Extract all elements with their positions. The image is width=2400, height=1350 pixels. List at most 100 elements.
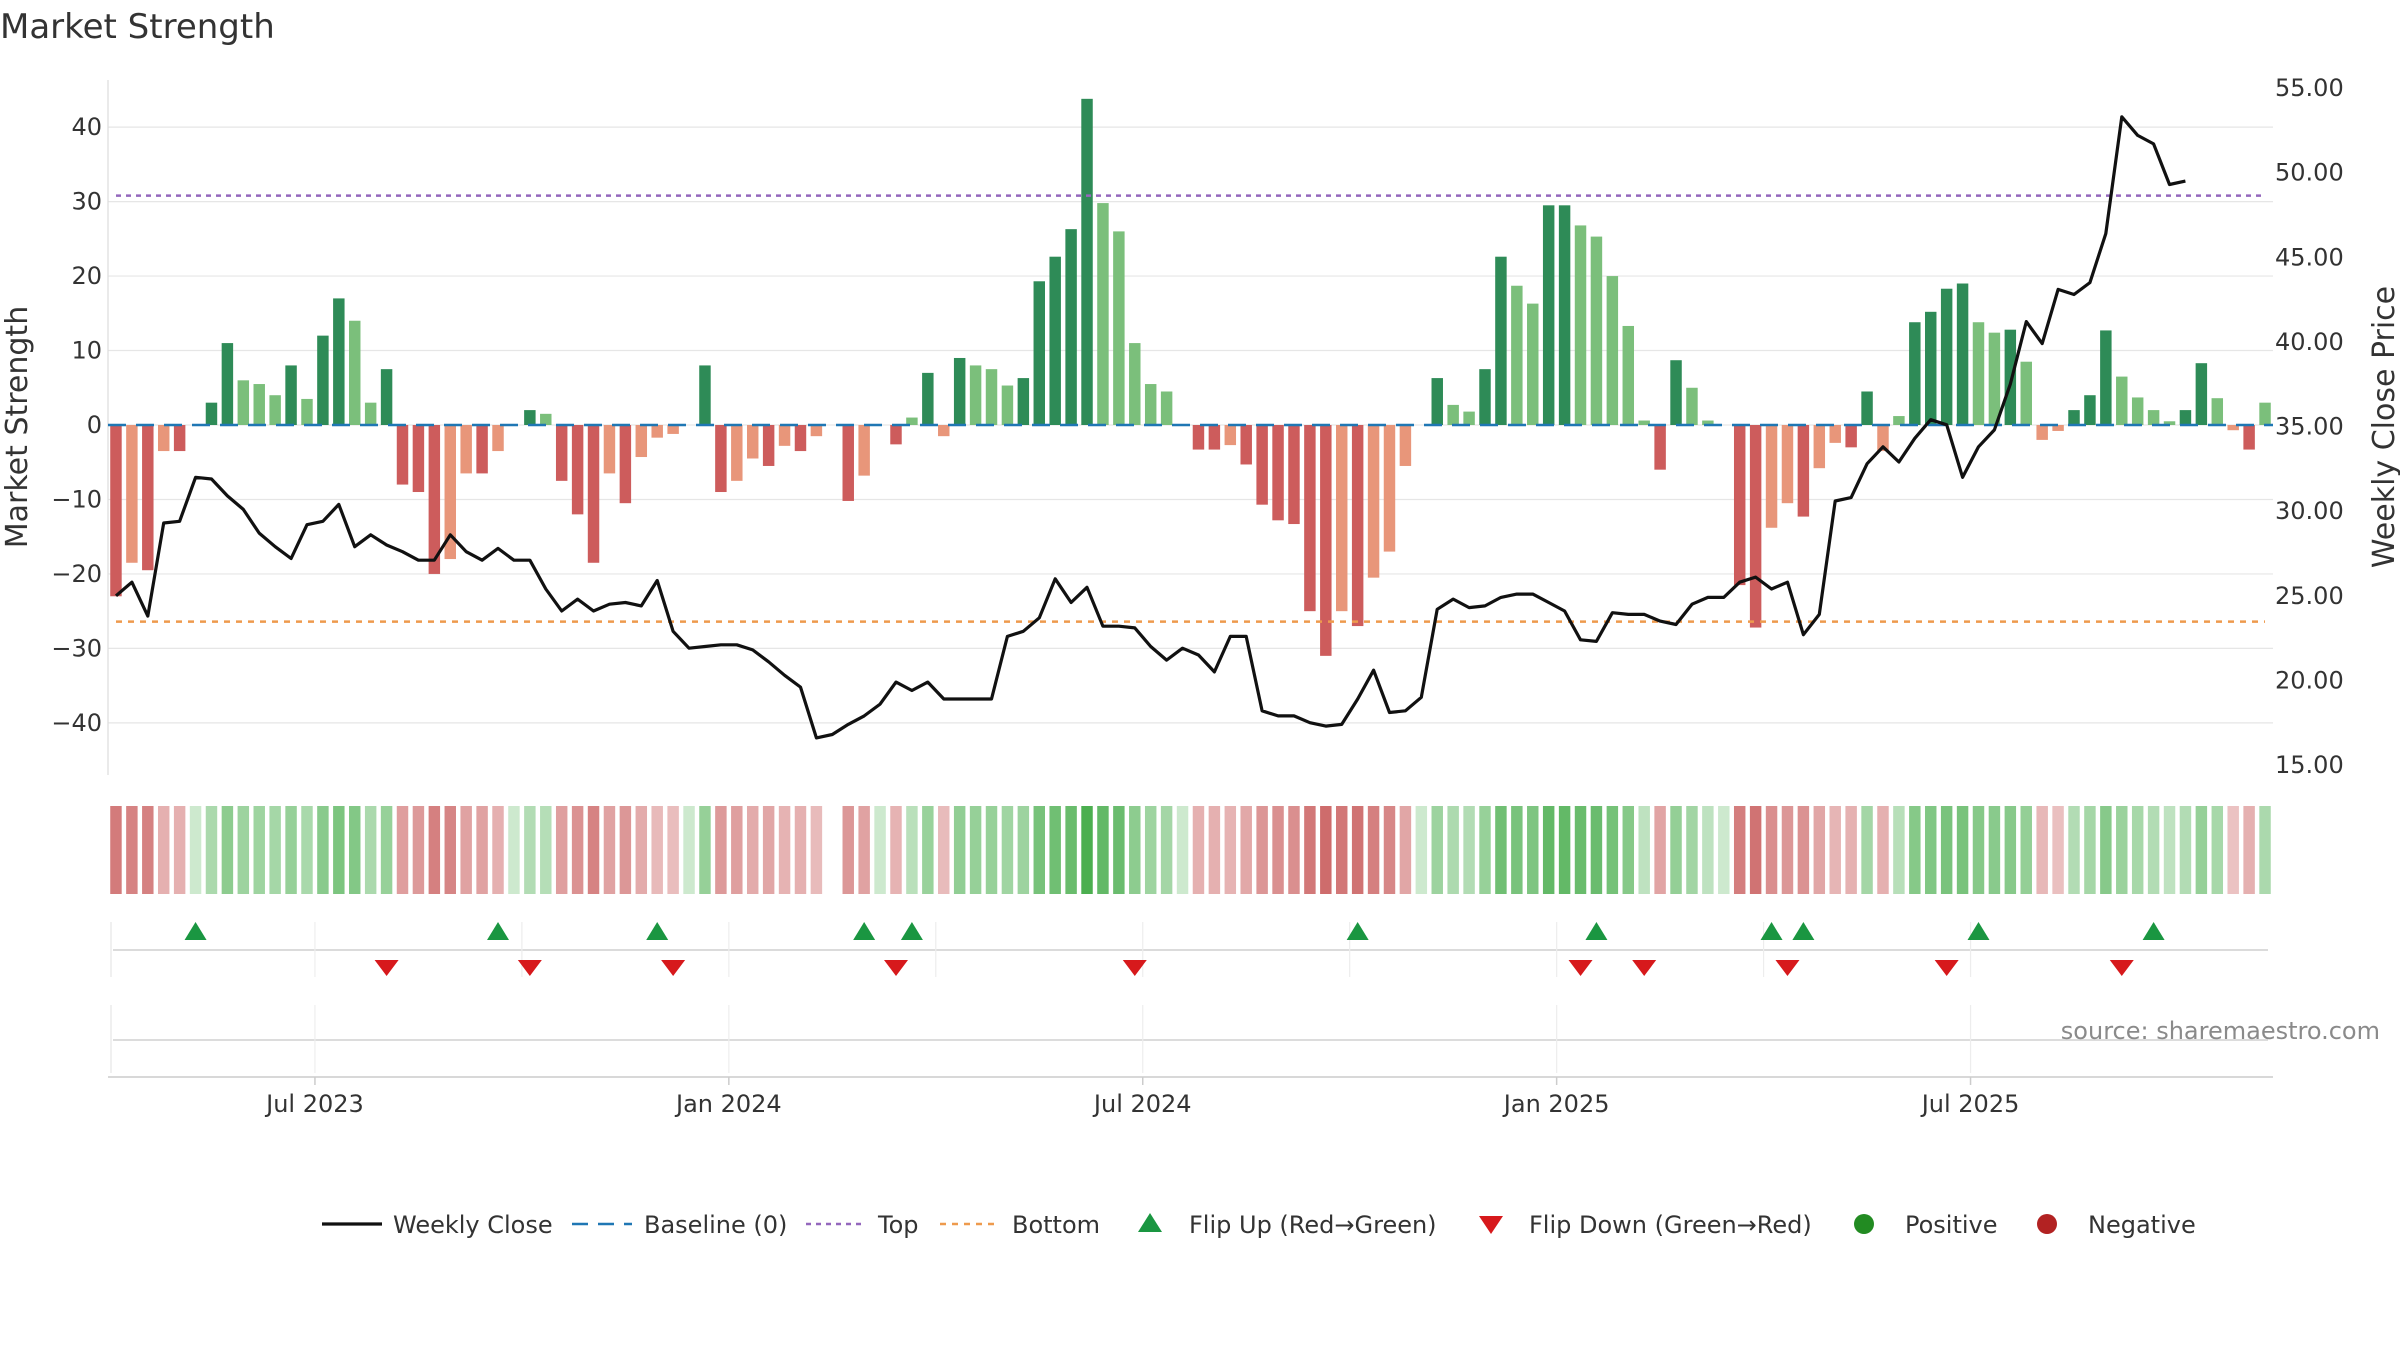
y-left-tick-label: −20: [51, 560, 102, 588]
heat-cell: [1893, 806, 1905, 894]
strength-bar: [1781, 425, 1794, 504]
heat-cell: [1909, 806, 1921, 894]
heat-cell: [1527, 806, 1539, 894]
heat-cell: [2179, 806, 2192, 894]
heat-cell: [1001, 806, 1014, 894]
heat-cell: [794, 806, 807, 894]
strength-bar: [1813, 425, 1826, 469]
strength-bar: [540, 413, 552, 425]
heat-cell: [1224, 806, 1237, 894]
heat-cell: [1049, 806, 1061, 894]
heat-cell: [1208, 806, 1221, 894]
strength-bar: [269, 395, 281, 425]
heat-cell: [1558, 806, 1571, 894]
heat-strip: [110, 806, 2271, 894]
flip-down-marker: [1122, 960, 1147, 976]
strength-bar: [715, 425, 727, 493]
strength-bar: [1622, 325, 1635, 425]
heat-cell: [1813, 806, 1826, 894]
strength-bar: [1829, 425, 1841, 443]
strength-bar: [396, 425, 409, 485]
strength-bar: [2259, 402, 2271, 425]
y-axis-ticks: 40 30 20 10 0 −10 −20 −30 −40 55.00 50.00 45.00 40.0…: [51, 74, 2343, 779]
legend-item-top: Top: [806, 1211, 919, 1239]
strength-bar: [1511, 285, 1523, 425]
strength-bar: [2052, 425, 2064, 431]
heat-cell: [1829, 806, 1841, 894]
y-right-tick-label: 50.00: [2275, 159, 2344, 187]
strength-bar: [2179, 410, 2192, 425]
heat-cell: [285, 806, 297, 894]
heat-cell: [2068, 806, 2080, 894]
heat-cell: [1176, 806, 1189, 894]
strength-bar: [1765, 425, 1778, 528]
heat-cell: [301, 806, 313, 894]
legend-swatch: [2037, 1214, 2057, 1234]
strength-bar: [587, 425, 600, 563]
strength-bar: [110, 425, 122, 597]
legend-item-weekly-close: Weekly Close: [322, 1211, 553, 1239]
heat-cell: [715, 806, 727, 894]
strength-bar: [2211, 398, 2224, 425]
heat-cell: [1733, 806, 1746, 894]
flip-up-marker: [1792, 922, 1815, 940]
heat-cell: [603, 806, 616, 894]
flip-panel: [110, 922, 2268, 977]
flip-down-marker: [374, 960, 399, 976]
strength-bar: [1304, 425, 1316, 612]
heat-cell: [1399, 806, 1412, 894]
heat-cell: [2195, 806, 2208, 894]
heat-cell: [1972, 806, 1985, 894]
heat-cell: [2243, 806, 2255, 894]
heat-cell: [953, 806, 966, 894]
y-left-axis-title: Market Strength: [0, 306, 35, 548]
strength-bar: [253, 384, 265, 425]
strength-bar: [2131, 397, 2144, 425]
strength-bar: [1940, 288, 1953, 425]
empty-panel: [110, 1005, 2268, 1073]
legend: Weekly Close Baseline (0) Top Bottom Flip Up…: [322, 1211, 2196, 1239]
flip-up-marker: [487, 922, 510, 940]
strength-bar: [1479, 369, 1491, 425]
strength-bar: [1877, 425, 1889, 452]
heat-cell: [1702, 806, 1714, 894]
strength-bar: [1733, 425, 1746, 586]
heat-cell: [2131, 806, 2144, 894]
heat-cell: [396, 806, 409, 894]
legend-item-flip-down: Flip Down (Green→Red): [1479, 1211, 1812, 1239]
heat-cell: [842, 806, 854, 894]
strength-bar: [2116, 376, 2128, 425]
strength-bar: [1256, 425, 1268, 505]
strength-bar: [301, 398, 313, 425]
strength-bar: [1893, 416, 1905, 425]
heat-cell: [2211, 806, 2224, 894]
y-right-tick-label: 15.00: [2275, 751, 2344, 779]
legend-item-positive: Positive: [1854, 1211, 1998, 1239]
heat-cell: [635, 806, 648, 894]
heat-cell: [938, 806, 950, 894]
strength-bar: [810, 425, 823, 437]
strength-bar: [794, 425, 807, 452]
strength-bar: [173, 425, 186, 452]
heat-cell: [1718, 806, 1730, 894]
heat-cell: [2259, 806, 2271, 894]
strength-bar: [1686, 387, 1698, 425]
heat-cell: [874, 806, 886, 894]
x-tick-label: Jan 2024: [674, 1090, 782, 1118]
heat-cell: [1272, 806, 1284, 894]
strength-bar: [2068, 410, 2080, 425]
heat-cell: [540, 806, 552, 894]
heat-cell: [1431, 806, 1443, 894]
legend-label: Baseline (0): [644, 1211, 787, 1239]
heat-cell: [1240, 806, 1252, 894]
strength-bar: [1097, 203, 1109, 425]
strength-bar: [1574, 225, 1587, 425]
heat-cell: [2036, 806, 2048, 894]
heat-cell: [460, 806, 472, 894]
heat-cell: [906, 806, 918, 894]
flip-up-marker: [184, 922, 207, 940]
flip-up-marker: [853, 922, 876, 940]
legend-item-baseline: Baseline (0): [572, 1211, 787, 1239]
y-left-tick-label: −30: [51, 634, 102, 662]
